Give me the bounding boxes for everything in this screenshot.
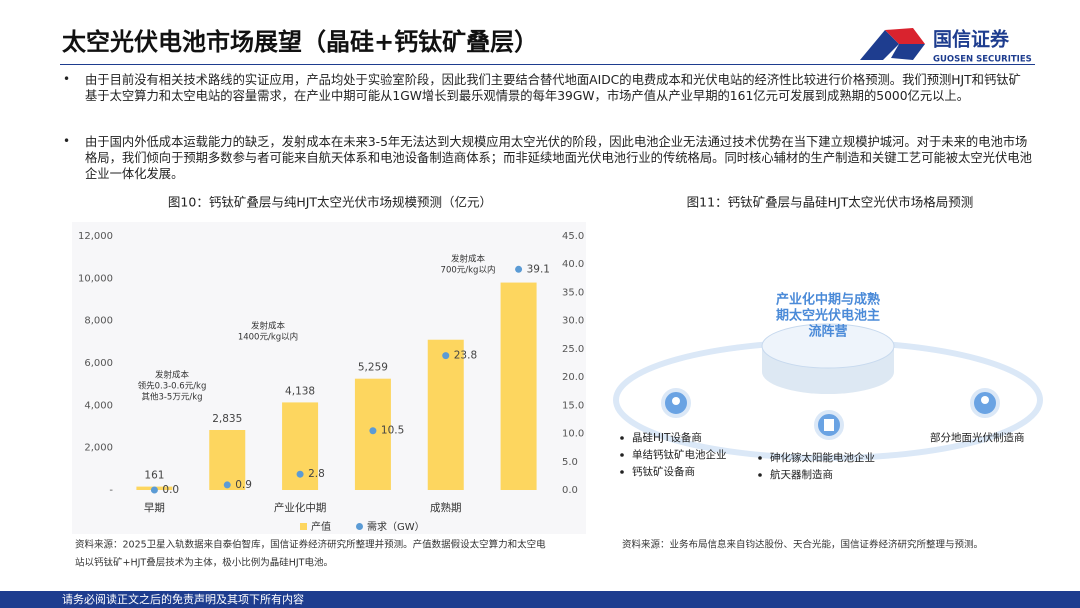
page-title: 太空光伏电池市场展望（晶硅+钙钛矿叠层） — [62, 28, 539, 56]
logo-mark-red — [885, 28, 925, 48]
x-tick-label: 早期 — [144, 502, 165, 514]
point-value-label: 0.9 — [235, 479, 252, 491]
bar — [427, 339, 464, 490]
player-item: 部分地面光伏制造商 — [930, 431, 1025, 444]
list-dot — [620, 470, 624, 474]
chart-source: 站以钙钛矿+HJT叠层技术为主体，极小比例为晶硅HJT电池。 — [75, 557, 333, 569]
logo-name: 国信证券 — [933, 28, 1010, 51]
legend-label: 产值 — [311, 520, 331, 533]
player-item: 航天器制造商 — [770, 468, 833, 481]
chart-title: 图10：钙钛矿叠层与纯HJT太空光伏市场规模预测（亿元） — [168, 195, 492, 210]
bullet-dot: • — [63, 134, 71, 148]
list-dot — [620, 436, 624, 440]
bar — [500, 282, 537, 490]
legend-swatch — [300, 523, 307, 530]
player-item: 砷化镓太阳能电池企业 — [770, 451, 875, 464]
y2-tick-label: 45.0 — [562, 231, 584, 242]
y2-tick-label: 20.0 — [562, 372, 584, 383]
demand-point — [515, 265, 523, 273]
player-item: 单结钙钛矿电池企业 — [632, 448, 727, 461]
annotation: 发射成本 — [451, 254, 486, 265]
y2-tick-label: 35.0 — [562, 287, 584, 298]
annotation: 领先0.3-0.6元/kg — [138, 381, 207, 392]
point-value-label: 2.8 — [308, 468, 325, 480]
center-label: 期太空光伏电池主 — [776, 308, 880, 324]
header-rule — [60, 64, 1035, 65]
annotation: 其他3-5万元/kg — [141, 392, 202, 403]
chart-panel — [72, 222, 586, 534]
demand-point — [442, 352, 450, 360]
y2-tick-label: 30.0 — [562, 316, 584, 327]
pedestal-top — [761, 323, 895, 369]
bullet-dot: • — [63, 72, 71, 86]
point-value-label: 0.0 — [162, 484, 179, 496]
footer-text: 请务必阅读正文之后的免责声明及其项下所有内容 — [62, 592, 304, 606]
logo-mark-blue2 — [891, 44, 925, 60]
bar-value-label: 4,138 — [285, 385, 315, 397]
y-tick-label: 12,000 — [78, 231, 113, 242]
demand-point — [296, 470, 304, 478]
y2-tick-label: 15.0 — [562, 400, 584, 411]
point-value-label: 10.5 — [381, 425, 404, 437]
x-tick-label: 产业化中期 — [274, 501, 327, 514]
annotation: 发射成本 — [155, 370, 190, 381]
player-item: 钙钛矿设备商 — [632, 465, 695, 478]
legend-label: 需求（GW） — [367, 521, 425, 533]
point-value-label: 23.8 — [454, 350, 477, 362]
demand-point — [223, 481, 231, 489]
bullet-text: 由于国内外低成本运载能力的缺乏，发射成本在未来3-5年无法达到大规模应用太空光伏… — [85, 135, 1032, 181]
y-tick-label: 8,000 — [84, 316, 113, 327]
center-label: 产业化中期与成熟 — [776, 292, 880, 308]
bar-value-label: 2,835 — [212, 413, 242, 425]
y-tick-label: 4,000 — [84, 400, 113, 411]
list-dot — [758, 456, 762, 460]
logo-english: GUOSEN SECURITIES — [933, 55, 1032, 65]
list-dot — [758, 473, 762, 477]
y2-tick-label: 5.0 — [562, 457, 578, 468]
y-tick-label: 10,000 — [78, 273, 113, 284]
annotation: 1400元/kg以内 — [238, 332, 298, 343]
bar-value-label: 5,259 — [358, 362, 388, 374]
bar — [354, 378, 391, 490]
annotation: 700元/kg以内 — [441, 265, 496, 276]
logo-mark-blue — [860, 30, 899, 60]
center-label: 流阵营 — [808, 324, 847, 340]
demand-point — [150, 486, 158, 494]
y2-tick-label: 0.0 — [562, 485, 578, 496]
bullet-text: 由于目前没有相关技术路线的实证应用，产品均处于实验室阶段，因此我们主要结合替代地… — [85, 73, 1021, 103]
x-tick-label: 成熟期 — [430, 501, 462, 514]
y-tick-label: 6,000 — [84, 358, 113, 369]
bar — [209, 429, 246, 490]
y-tick-label: 2,000 — [84, 443, 113, 454]
y-tick-label: - — [109, 485, 113, 496]
y2-tick-label: 40.0 — [562, 259, 584, 270]
point-value-label: 39.1 — [527, 263, 550, 275]
list-dot — [620, 453, 624, 457]
player-item: 晶硅HJT设备商 — [632, 431, 702, 444]
chart-source: 资料来源：2025卫星入轨数据来自泰伯智库，国信证券经济研究所整理并预测。产值数… — [75, 539, 546, 551]
figure-source: 资料来源：业务布局信息来自钧达股份、天合光能，国信证券经济研究所整理与预测。 — [622, 539, 983, 551]
demand-point — [369, 427, 377, 435]
annotation: 发射成本 — [251, 321, 286, 332]
icon-glyph — [981, 396, 989, 404]
bar-value-label: 161 — [144, 470, 164, 482]
logo: 国信证券 GUOSEN SECURITIES — [860, 28, 1032, 65]
legend-swatch — [356, 523, 363, 530]
y2-tick-label: 25.0 — [562, 344, 584, 355]
footer-bar — [0, 591, 1080, 608]
y2-tick-label: 10.0 — [562, 429, 584, 440]
icon-glyph — [672, 397, 680, 405]
icon-glyph — [824, 419, 834, 431]
figure-title: 图11：钙钛矿叠层与晶硅HJT太空光伏市场格局预测 — [687, 195, 974, 210]
